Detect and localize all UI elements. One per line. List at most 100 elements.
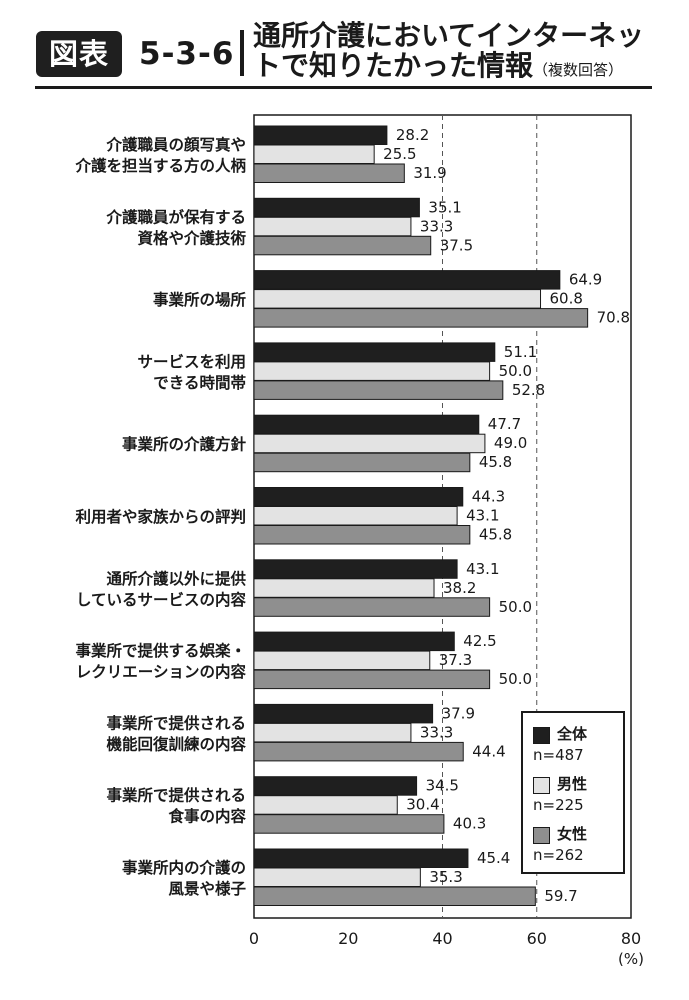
title-note: （複数回答）: [533, 61, 624, 79]
bar-0-series-1: [253, 144, 375, 164]
data-label-1-series-2: 37.5: [440, 236, 473, 254]
data-label-10-series-0: 45.4: [477, 849, 510, 867]
title-line-2: トで知りたかった情報（複数回答）: [253, 51, 644, 85]
category-label-0-line-1: 介護を担当する方の人柄: [74, 156, 246, 175]
category-label-4-line-0: 事業所の介護方針: [122, 435, 247, 454]
bar-5-series-0: [253, 487, 464, 507]
category-label-1-line-0: 介護職員が保有する: [105, 207, 246, 226]
category-label-3-line-0: サービスを利用: [137, 352, 246, 371]
data-label-4-series-1: 49.0: [494, 434, 527, 452]
data-label-5-series-0: 44.3: [472, 488, 505, 506]
bar-2-series-1: [253, 289, 542, 309]
bar-5-series-1: [253, 506, 458, 526]
bar-4-series-0: [253, 414, 480, 435]
data-label-4-series-2: 45.8: [479, 453, 512, 471]
category-label-3-line-1: できる時間帯: [153, 373, 246, 392]
title-divider: [240, 30, 244, 76]
data-label-1-series-1: 33.3: [420, 217, 453, 235]
data-label-0-series-0: 28.2: [396, 126, 429, 144]
bar-2-series-2: [253, 308, 589, 328]
legend-label-female: 女性: [557, 825, 588, 843]
data-label-4-series-0: 47.7: [488, 415, 521, 433]
bar-1-series-0: [253, 197, 420, 218]
x-tick-label-20: 20: [338, 929, 358, 948]
data-label-7-series-0: 42.5: [463, 632, 496, 650]
legend-swatch-all: [533, 727, 550, 744]
legend: 全体 n=487 男性 n=225 女性 n=262: [521, 711, 625, 874]
x-tick-label-80: 80: [621, 929, 641, 948]
legend-swatch-female: [533, 827, 550, 844]
x-tick-label-40: 40: [432, 929, 452, 948]
legend-label-all: 全体: [557, 725, 588, 743]
bar-7-series-1: [253, 650, 431, 671]
category-label-9-line-1: 食事の内容: [167, 807, 246, 826]
bar-8-series-1: [253, 722, 412, 743]
category-label-5-line-0: 利用者や家族からの評判: [75, 507, 246, 526]
data-label-7-series-2: 50.0: [499, 670, 532, 688]
x-tick-label-60: 60: [527, 929, 547, 948]
data-label-6-series-0: 43.1: [466, 560, 499, 578]
figure-number: 5-3-6: [139, 36, 235, 72]
bar-10-series-0: [253, 848, 469, 868]
title-line-2-text: トで知りたかった情報: [253, 49, 534, 82]
data-label-3-series-2: 52.8: [512, 381, 545, 399]
category-label-1-line-1: 資格や介護技術: [137, 228, 246, 247]
bar-6-series-0: [253, 559, 458, 579]
category-label-8-line-0: 事業所で提供される: [106, 713, 246, 732]
category-label-10-line-1: 風景や様子: [168, 879, 246, 898]
bar-6-series-1: [253, 578, 435, 598]
data-label-7-series-1: 37.3: [439, 651, 472, 669]
legend-n-male: n=225: [533, 796, 584, 814]
bar-1-series-2: [253, 235, 432, 256]
bar-6-series-2: [253, 597, 491, 617]
x-unit-label: (%): [618, 950, 644, 968]
data-label-0-series-2: 31.9: [413, 164, 446, 182]
data-label-2-series-2: 70.8: [597, 309, 630, 327]
category-label-7-line-0: 事業所で提供する娯楽・: [75, 641, 246, 660]
data-label-5-series-2: 45.8: [479, 526, 512, 544]
category-label-10-line-0: 事業所内の介護の: [122, 858, 246, 877]
figure-badge: 図表: [36, 31, 122, 77]
bar-2-series-0: [253, 270, 561, 290]
bar-3-series-2: [253, 380, 504, 400]
bar-4-series-1: [253, 433, 486, 454]
x-tick-label-0: 0: [249, 929, 259, 948]
data-label-10-series-1: 35.3: [429, 868, 462, 886]
legend-n-all: n=487: [533, 746, 584, 764]
bar-10-series-2: [253, 886, 536, 906]
data-label-5-series-1: 43.1: [466, 507, 499, 525]
category-label-2-line-0: 事業所の場所: [153, 290, 247, 309]
data-label-0-series-1: 25.5: [383, 145, 416, 163]
data-label-9-series-0: 34.5: [426, 777, 459, 795]
bar-5-series-2: [253, 525, 471, 545]
bar-1-series-1: [253, 216, 412, 237]
bar-8-series-0: [253, 703, 434, 724]
bar-0-series-0: [253, 125, 388, 145]
category-label-6-line-1: しているサービスの内容: [76, 590, 247, 609]
bar-7-series-2: [253, 669, 491, 690]
data-label-2-series-1: 60.8: [550, 290, 583, 308]
data-label-9-series-2: 40.3: [453, 815, 486, 833]
figure-header: 図表 5-3-6 通所介護においてインターネッ トで知りたかった情報（複数回答）: [0, 0, 689, 90]
bar-4-series-2: [253, 452, 471, 473]
data-label-6-series-1: 38.2: [443, 579, 476, 597]
data-label-8-series-1: 33.3: [420, 723, 453, 741]
data-label-10-series-2: 59.7: [544, 887, 577, 905]
data-label-8-series-2: 44.4: [472, 742, 505, 760]
bar-3-series-0: [253, 342, 496, 362]
category-label-7-line-1: レクリエーションの内容: [76, 662, 247, 681]
data-label-1-series-0: 35.1: [428, 198, 461, 216]
legend-label-male: 男性: [557, 775, 588, 793]
data-label-3-series-0: 51.1: [504, 343, 537, 361]
data-label-2-series-0: 64.9: [569, 271, 602, 289]
legend-swatch-male: [533, 777, 550, 794]
legend-n-female: n=262: [533, 846, 584, 864]
data-label-8-series-0: 37.9: [442, 704, 475, 722]
category-label-8-line-1: 機能回復訓練の内容: [106, 734, 246, 753]
category-label-0-line-0: 介護職員の顔写真や: [105, 135, 246, 154]
title-line-1: 通所介護においてインターネッ: [253, 19, 645, 52]
bar-0-series-2: [253, 163, 405, 183]
figure-title: 通所介護においてインターネッ トで知りたかった情報（複数回答）: [253, 21, 644, 85]
bar-9-series-1: [253, 795, 398, 815]
category-label-9-line-0: 事業所で提供される: [106, 786, 246, 805]
